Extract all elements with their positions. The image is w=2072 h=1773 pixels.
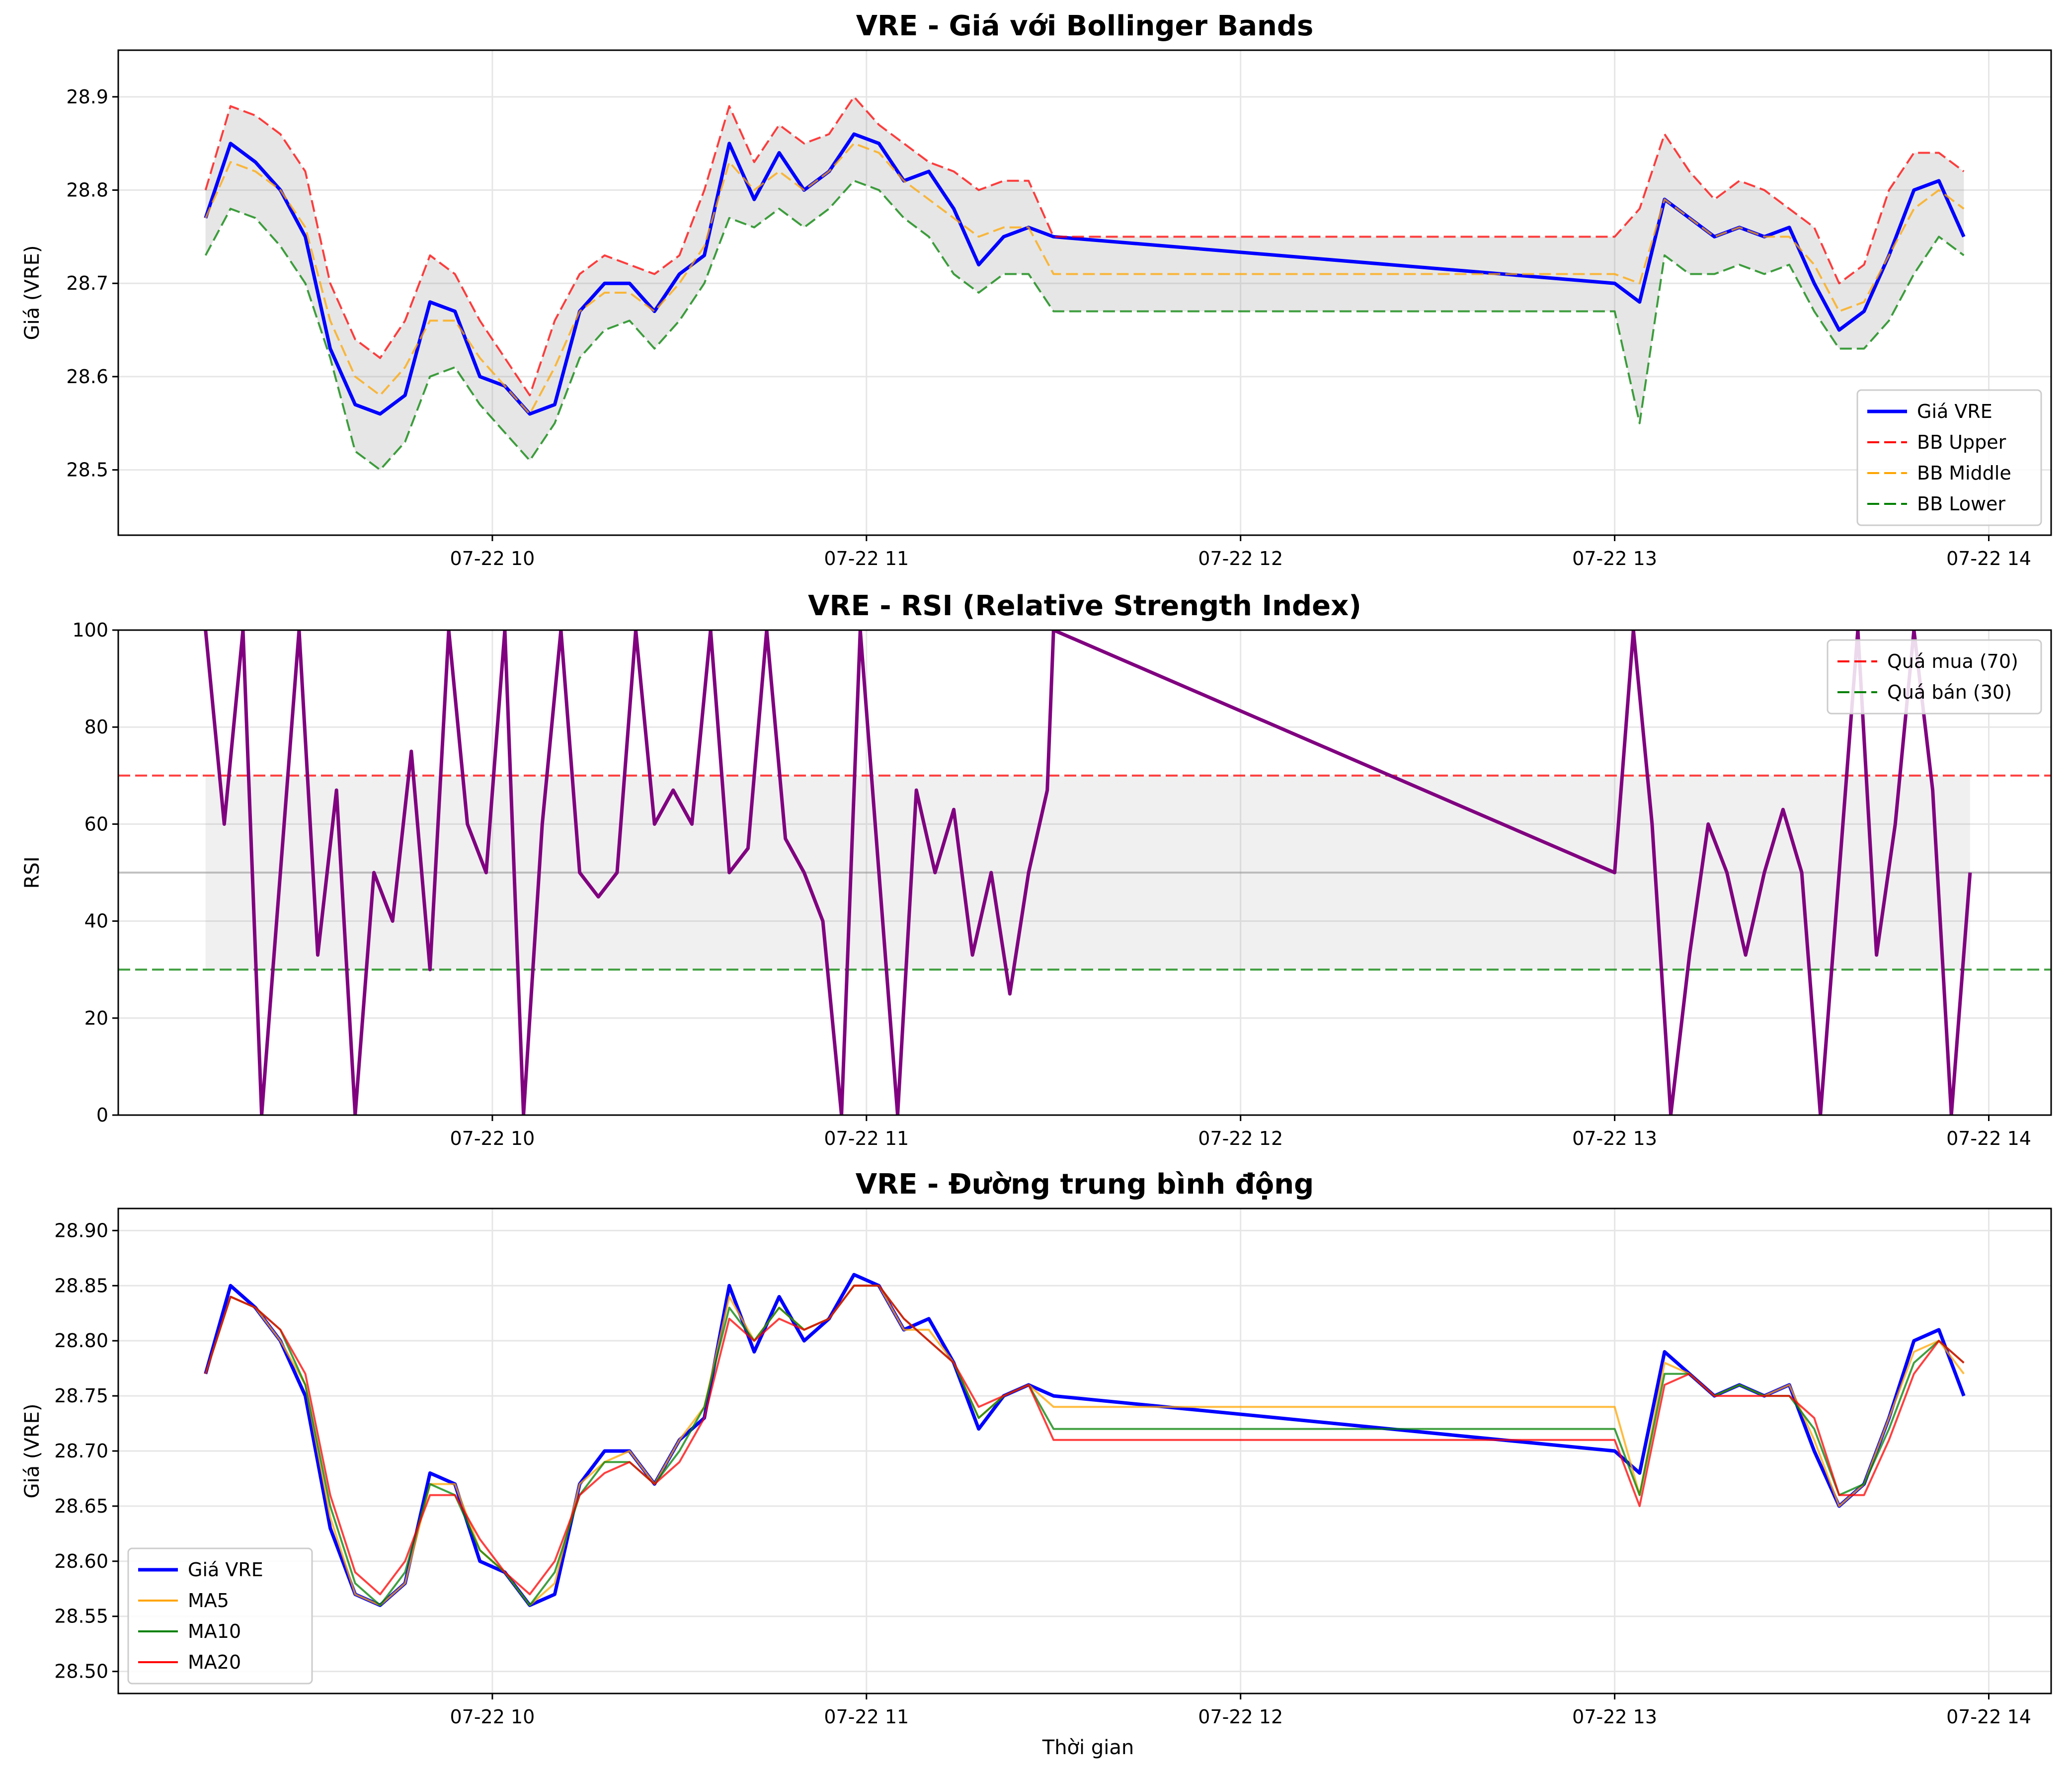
- x-tick-label: 07-22 10: [450, 1706, 535, 1728]
- y-tick-label: 28.9: [66, 86, 108, 108]
- y-tick-label: 40: [84, 910, 108, 932]
- x-tick-label: 07-22 11: [824, 1128, 909, 1149]
- x-tick-label: 07-22 12: [1198, 1706, 1283, 1728]
- bollinger-band-fill: [205, 96, 1964, 470]
- grid: [118, 1209, 2051, 1693]
- plot-area: [118, 630, 2051, 1115]
- x-tick-label: 07-22 13: [1572, 1706, 1657, 1728]
- series-line-bb-middle: [204, 142, 1965, 415]
- y-tick-label: 28.90: [54, 1219, 108, 1241]
- series-line-rsi: [204, 630, 1972, 1115]
- plot-area: [204, 95, 1966, 471]
- legend-label: Quá mua (70): [1887, 650, 2018, 672]
- series-line-bb-lower: [204, 179, 1965, 471]
- y-tick-label: 20: [84, 1007, 108, 1029]
- panel-3: VRE - Đường trung bình động Giá (VRE) 28.5…: [21, 1168, 2052, 1728]
- y-axis-label: RSI: [21, 857, 44, 889]
- legend-label: MA20: [188, 1651, 241, 1673]
- y-tick-label: 28.65: [54, 1495, 108, 1517]
- legend: Giá VRE MA5 MA10 MA20: [127, 1547, 313, 1685]
- x-tick-label: 07-22 14: [1946, 1128, 2031, 1149]
- plot-area: [204, 1273, 1966, 1607]
- chart-title: VRE - Giá với Bollinger Bands: [856, 10, 1314, 42]
- legend: Giá VRE BB Upper BB Middle BB Lower: [1856, 389, 2042, 526]
- y-tick-label: 80: [84, 716, 108, 738]
- x-tick-label: 07-22 11: [824, 1706, 909, 1728]
- y-axis-label: Giá (VRE): [21, 245, 44, 340]
- legend-label: BB Upper: [1917, 431, 2006, 453]
- y-tick-label: 28.60: [54, 1550, 108, 1572]
- y-tick-label: 28.50: [54, 1661, 108, 1683]
- chart-title: VRE - RSI (Relative Strength Index): [808, 590, 1361, 622]
- x-tick-label: 07-22 12: [1198, 548, 1283, 569]
- y-tick-label: 28.5: [66, 459, 108, 481]
- axes-frame: [117, 49, 2052, 536]
- legend-box: [1827, 639, 2042, 715]
- x-tick-label: 07-22 12: [1198, 1128, 1283, 1149]
- panels: VRE - Giá với Bollinger Bands Giá (VRE) 28…: [21, 10, 2052, 1728]
- y-tick-label: 28.70: [54, 1440, 108, 1462]
- panel-2: VRE - RSI (Relative Strength Index) RSI 0 2…: [21, 590, 2052, 1149]
- x-tick-label: 07-22 13: [1572, 548, 1657, 569]
- legend-label: Giá VRE: [188, 1559, 263, 1581]
- legend-label: Giá VRE: [1917, 401, 1992, 422]
- x-tick-label: 07-22 13: [1572, 1128, 1657, 1149]
- legend-label: Quá bán (30): [1887, 681, 2012, 703]
- y-tick-label: 28.7: [66, 272, 108, 294]
- legend-label: MA5: [188, 1590, 229, 1612]
- series-line-ma20: [204, 1285, 1965, 1596]
- legend: Quá mua (70) Quá bán (30): [1827, 639, 2042, 715]
- x-tick-label: 07-22 11: [824, 548, 909, 569]
- series-line-bb-upper: [204, 95, 1965, 397]
- figure-xlabel: Thời gian: [1042, 1736, 1134, 1759]
- y-tick-label: 60: [84, 813, 108, 835]
- axes-frame: [117, 1208, 2052, 1694]
- y-tick-label: 100: [72, 619, 108, 641]
- axes-frame: [117, 629, 2052, 1116]
- x-tick-label: 07-22 10: [450, 1128, 535, 1149]
- y-tick-label: 28.85: [54, 1275, 108, 1296]
- legend-box: [127, 1547, 313, 1685]
- x-tick-label: 07-22 10: [450, 548, 535, 569]
- y-tick-label: 28.8: [66, 179, 108, 201]
- x-tick-label: 07-22 14: [1946, 1706, 2031, 1728]
- y-tick-label: 28.55: [54, 1606, 108, 1627]
- y-tick-label: 28.75: [54, 1385, 108, 1407]
- y-tick-label: 0: [96, 1104, 108, 1126]
- legend-label: BB Lower: [1917, 493, 2005, 515]
- legend-label: BB Middle: [1917, 462, 2011, 484]
- panel-1: VRE - Giá với Bollinger Bands Giá (VRE) 28…: [21, 10, 2052, 569]
- legend-box: [1856, 389, 2042, 526]
- x-tick-label: 07-22 14: [1946, 548, 2031, 569]
- legend-label: MA10: [188, 1620, 241, 1642]
- y-axis-label: Giá (VRE): [21, 1404, 44, 1499]
- y-tick-label: 28.80: [54, 1330, 108, 1352]
- chart-title: VRE - Đường trung bình động: [856, 1168, 1314, 1201]
- y-tick-label: 28.6: [66, 366, 108, 388]
- grid: [118, 50, 2051, 535]
